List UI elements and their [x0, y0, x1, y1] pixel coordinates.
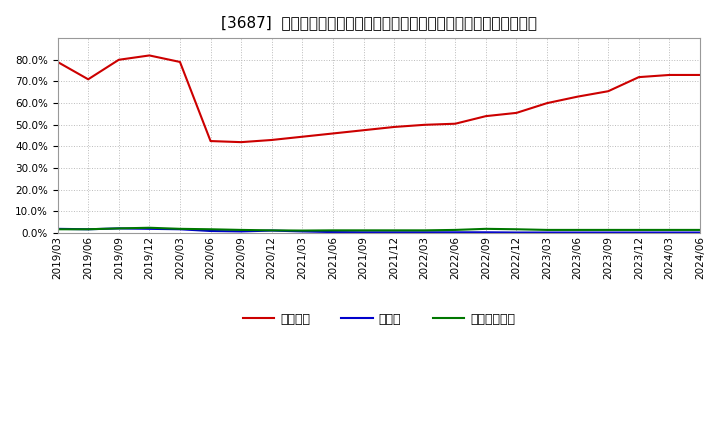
- 自己資本: [114, 57, 123, 62]
- 繰延税金資産: [206, 227, 215, 232]
- 自己資本: [267, 137, 276, 143]
- 繰延税金資産: [237, 227, 246, 233]
- 繰延税金資産: [451, 227, 459, 233]
- 自己資本: [237, 139, 246, 145]
- Line: のれん: のれん: [58, 228, 700, 232]
- のれん: [696, 230, 704, 235]
- のれん: [359, 230, 368, 235]
- 繰延税金資産: [512, 227, 521, 232]
- 繰延税金資産: [114, 226, 123, 231]
- のれん: [53, 226, 62, 231]
- 自己資本: [53, 59, 62, 65]
- のれん: [451, 230, 459, 235]
- 自己資本: [298, 134, 307, 139]
- 繰延税金資産: [390, 228, 398, 233]
- 自己資本: [604, 88, 613, 94]
- 繰延税金資産: [359, 228, 368, 233]
- のれん: [145, 226, 153, 231]
- 繰延税金資産: [267, 228, 276, 233]
- 繰延税金資産: [176, 226, 184, 231]
- のれん: [512, 230, 521, 235]
- 自己資本: [573, 94, 582, 99]
- のれん: [206, 228, 215, 234]
- のれん: [390, 230, 398, 235]
- Line: 自己資本: 自己資本: [58, 55, 700, 142]
- 自己資本: [512, 110, 521, 116]
- 繰延税金資産: [84, 227, 92, 232]
- 自己資本: [328, 131, 337, 136]
- のれん: [176, 227, 184, 232]
- 自己資本: [665, 72, 674, 77]
- 自己資本: [634, 74, 643, 80]
- のれん: [114, 226, 123, 231]
- 繰延税金資産: [665, 227, 674, 233]
- 自己資本: [84, 77, 92, 82]
- のれん: [237, 229, 246, 234]
- のれん: [298, 229, 307, 234]
- 自己資本: [543, 100, 552, 106]
- 繰延税金資産: [420, 228, 429, 233]
- 繰延税金資産: [604, 227, 613, 233]
- 自己資本: [390, 125, 398, 130]
- 繰延税金資産: [573, 227, 582, 233]
- 繰延税金資産: [482, 226, 490, 231]
- 繰延税金資産: [53, 227, 62, 232]
- のれん: [604, 230, 613, 235]
- のれん: [84, 227, 92, 232]
- のれん: [420, 230, 429, 235]
- 自己資本: [176, 59, 184, 65]
- 繰延税金資産: [145, 225, 153, 231]
- 繰延税金資産: [634, 227, 643, 233]
- 繰延税金資産: [543, 227, 552, 233]
- 自己資本: [420, 122, 429, 128]
- Title: [3687]  自己資本、のれん、繰延税金資産の総資産に対する比率の推移: [3687] 自己資本、のれん、繰延税金資産の総資産に対する比率の推移: [221, 15, 537, 30]
- 自己資本: [359, 128, 368, 133]
- 自己資本: [696, 72, 704, 77]
- のれん: [482, 230, 490, 235]
- のれん: [573, 230, 582, 235]
- 繰延税金資産: [696, 227, 704, 233]
- Legend: 自己資本, のれん, 繰延税金資産: 自己資本, のれん, 繰延税金資産: [238, 308, 520, 331]
- のれん: [328, 229, 337, 235]
- 自己資本: [206, 139, 215, 144]
- 繰延税金資産: [298, 228, 307, 233]
- のれん: [267, 228, 276, 233]
- 自己資本: [451, 121, 459, 126]
- 自己資本: [482, 114, 490, 119]
- のれん: [634, 230, 643, 235]
- Line: 繰延税金資産: 繰延税金資産: [58, 228, 700, 231]
- のれん: [665, 230, 674, 235]
- 自己資本: [145, 53, 153, 58]
- 繰延税金資産: [328, 228, 337, 233]
- のれん: [543, 230, 552, 235]
